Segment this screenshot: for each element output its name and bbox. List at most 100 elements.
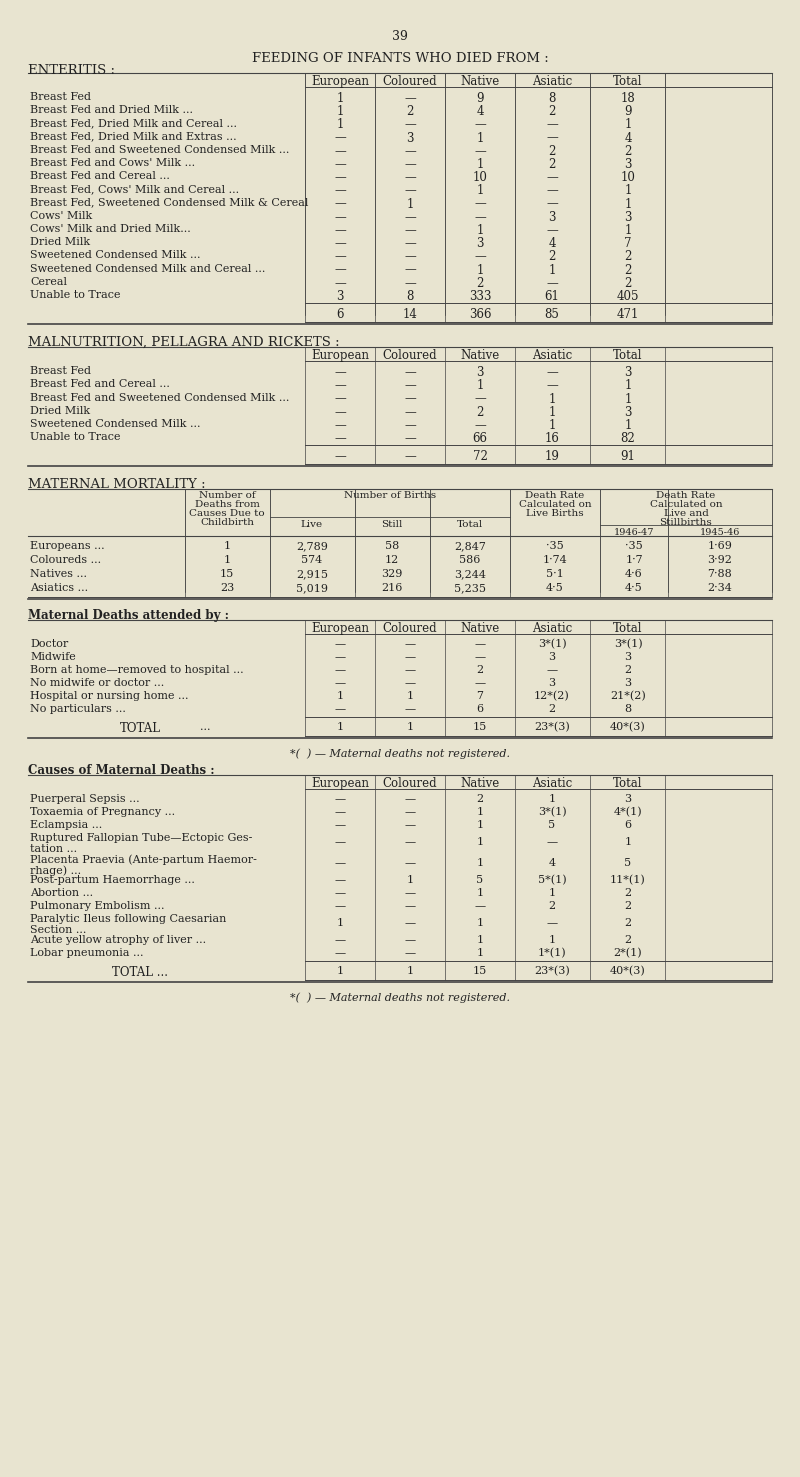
Text: 1: 1 xyxy=(548,393,556,406)
Text: —: — xyxy=(404,225,416,236)
Text: 15: 15 xyxy=(220,570,234,579)
Text: 1946-47: 1946-47 xyxy=(614,529,654,538)
Text: Death Rate: Death Rate xyxy=(656,492,716,501)
Text: —: — xyxy=(334,251,346,263)
Text: 1: 1 xyxy=(406,691,414,702)
Text: 1: 1 xyxy=(406,966,414,976)
Text: 3: 3 xyxy=(336,289,344,303)
Text: —: — xyxy=(404,238,416,250)
Text: 3: 3 xyxy=(476,238,484,250)
Text: 3*(1): 3*(1) xyxy=(538,808,566,818)
Text: 14: 14 xyxy=(402,309,418,321)
Text: Breast Fed and Cows' Milk ...: Breast Fed and Cows' Milk ... xyxy=(30,158,195,168)
Text: —: — xyxy=(405,808,415,817)
Text: 1: 1 xyxy=(476,131,484,145)
Text: —: — xyxy=(546,837,558,848)
Text: Sweetened Condensed Milk ...: Sweetened Condensed Milk ... xyxy=(30,419,201,428)
Text: —: — xyxy=(334,419,346,431)
Text: —: — xyxy=(474,393,486,406)
Text: Asiatic: Asiatic xyxy=(532,75,572,89)
Text: —: — xyxy=(334,366,346,380)
Text: Breast Fed, Sweetened Condensed Milk & Cereal: Breast Fed, Sweetened Condensed Milk & C… xyxy=(30,198,308,208)
Text: 23*(3): 23*(3) xyxy=(534,722,570,733)
Text: —: — xyxy=(546,666,558,675)
Text: 1: 1 xyxy=(477,935,483,945)
Text: 2: 2 xyxy=(548,145,556,158)
Text: Calculated on: Calculated on xyxy=(518,501,591,510)
Text: Natives ...: Natives ... xyxy=(30,570,87,579)
Text: —: — xyxy=(546,118,558,131)
Text: —: — xyxy=(334,393,346,406)
Text: 2: 2 xyxy=(624,145,632,158)
Text: Live and: Live and xyxy=(663,510,709,518)
Text: No particulars ...: No particulars ... xyxy=(30,705,126,715)
Text: 2,847: 2,847 xyxy=(454,542,486,551)
Text: Asiatic: Asiatic xyxy=(532,777,572,790)
Text: 21*(2): 21*(2) xyxy=(610,691,646,702)
Text: 5: 5 xyxy=(549,820,555,830)
Text: —: — xyxy=(405,666,415,675)
Text: European: European xyxy=(311,75,369,89)
Text: —: — xyxy=(404,276,416,289)
Text: 1: 1 xyxy=(625,837,631,848)
Text: 5,019: 5,019 xyxy=(296,583,328,594)
Text: 3·92: 3·92 xyxy=(707,555,733,566)
Text: 1: 1 xyxy=(624,419,632,431)
Text: 1: 1 xyxy=(477,888,483,898)
Text: —: — xyxy=(334,145,346,158)
Text: 1: 1 xyxy=(624,225,632,236)
Text: —: — xyxy=(474,901,486,911)
Text: 23: 23 xyxy=(220,583,234,594)
Text: —: — xyxy=(334,876,346,885)
Text: Breast Fed and Cereal ...: Breast Fed and Cereal ... xyxy=(30,380,170,390)
Text: —: — xyxy=(334,705,346,715)
Text: 3*(1): 3*(1) xyxy=(614,640,642,650)
Text: —: — xyxy=(474,251,486,263)
Text: 3: 3 xyxy=(548,211,556,225)
Text: —: — xyxy=(404,158,416,171)
Text: Pulmonary Embolism ...: Pulmonary Embolism ... xyxy=(30,901,165,911)
Text: Total: Total xyxy=(457,520,483,529)
Text: 40*(3): 40*(3) xyxy=(610,722,646,733)
Text: 3,244: 3,244 xyxy=(454,570,486,579)
Text: Eclampsia ...: Eclampsia ... xyxy=(30,820,102,830)
Text: —: — xyxy=(404,433,416,445)
Text: 405: 405 xyxy=(617,289,639,303)
Text: Breast Fed: Breast Fed xyxy=(30,366,91,377)
Text: Lobar pneumonia ...: Lobar pneumonia ... xyxy=(30,948,143,959)
Text: Sweetened Condensed Milk ...: Sweetened Condensed Milk ... xyxy=(30,251,201,260)
Text: —: — xyxy=(474,640,486,650)
Text: 4·5: 4·5 xyxy=(546,583,564,594)
Text: —: — xyxy=(334,450,346,464)
Text: Number of: Number of xyxy=(198,492,255,501)
Text: —: — xyxy=(334,837,346,848)
Text: 2: 2 xyxy=(625,919,631,929)
Text: 1: 1 xyxy=(406,722,414,733)
Text: 85: 85 xyxy=(545,309,559,321)
Text: —: — xyxy=(334,158,346,171)
Text: —: — xyxy=(334,238,346,250)
Text: *(  ) — Maternal deaths not registered.: *( ) — Maternal deaths not registered. xyxy=(290,993,510,1003)
Text: 5,235: 5,235 xyxy=(454,583,486,594)
Text: 2·34: 2·34 xyxy=(707,583,733,594)
Text: Europeans ...: Europeans ... xyxy=(30,542,105,551)
Text: 9: 9 xyxy=(624,105,632,118)
Text: 1: 1 xyxy=(336,105,344,118)
Text: —: — xyxy=(405,935,415,945)
Text: —: — xyxy=(546,225,558,236)
Text: —: — xyxy=(405,948,415,959)
Text: —: — xyxy=(404,251,416,263)
Text: 1: 1 xyxy=(624,118,632,131)
Text: —: — xyxy=(334,678,346,688)
Text: Coloured: Coloured xyxy=(382,75,438,89)
Text: *(  ) — Maternal deaths not registered.: *( ) — Maternal deaths not registered. xyxy=(290,749,510,759)
Text: Coloured: Coloured xyxy=(382,349,438,362)
Text: 19: 19 xyxy=(545,450,559,464)
Text: 8: 8 xyxy=(406,289,414,303)
Text: 1: 1 xyxy=(476,158,484,171)
Text: Section ...: Section ... xyxy=(30,926,86,935)
Text: 4: 4 xyxy=(624,131,632,145)
Text: Breast Fed and Dried Milk ...: Breast Fed and Dried Milk ... xyxy=(30,105,193,115)
Text: Hospital or nursing home ...: Hospital or nursing home ... xyxy=(30,691,189,702)
Text: FEEDING OF INFANTS WHO DIED FROM :: FEEDING OF INFANTS WHO DIED FROM : xyxy=(252,52,548,65)
